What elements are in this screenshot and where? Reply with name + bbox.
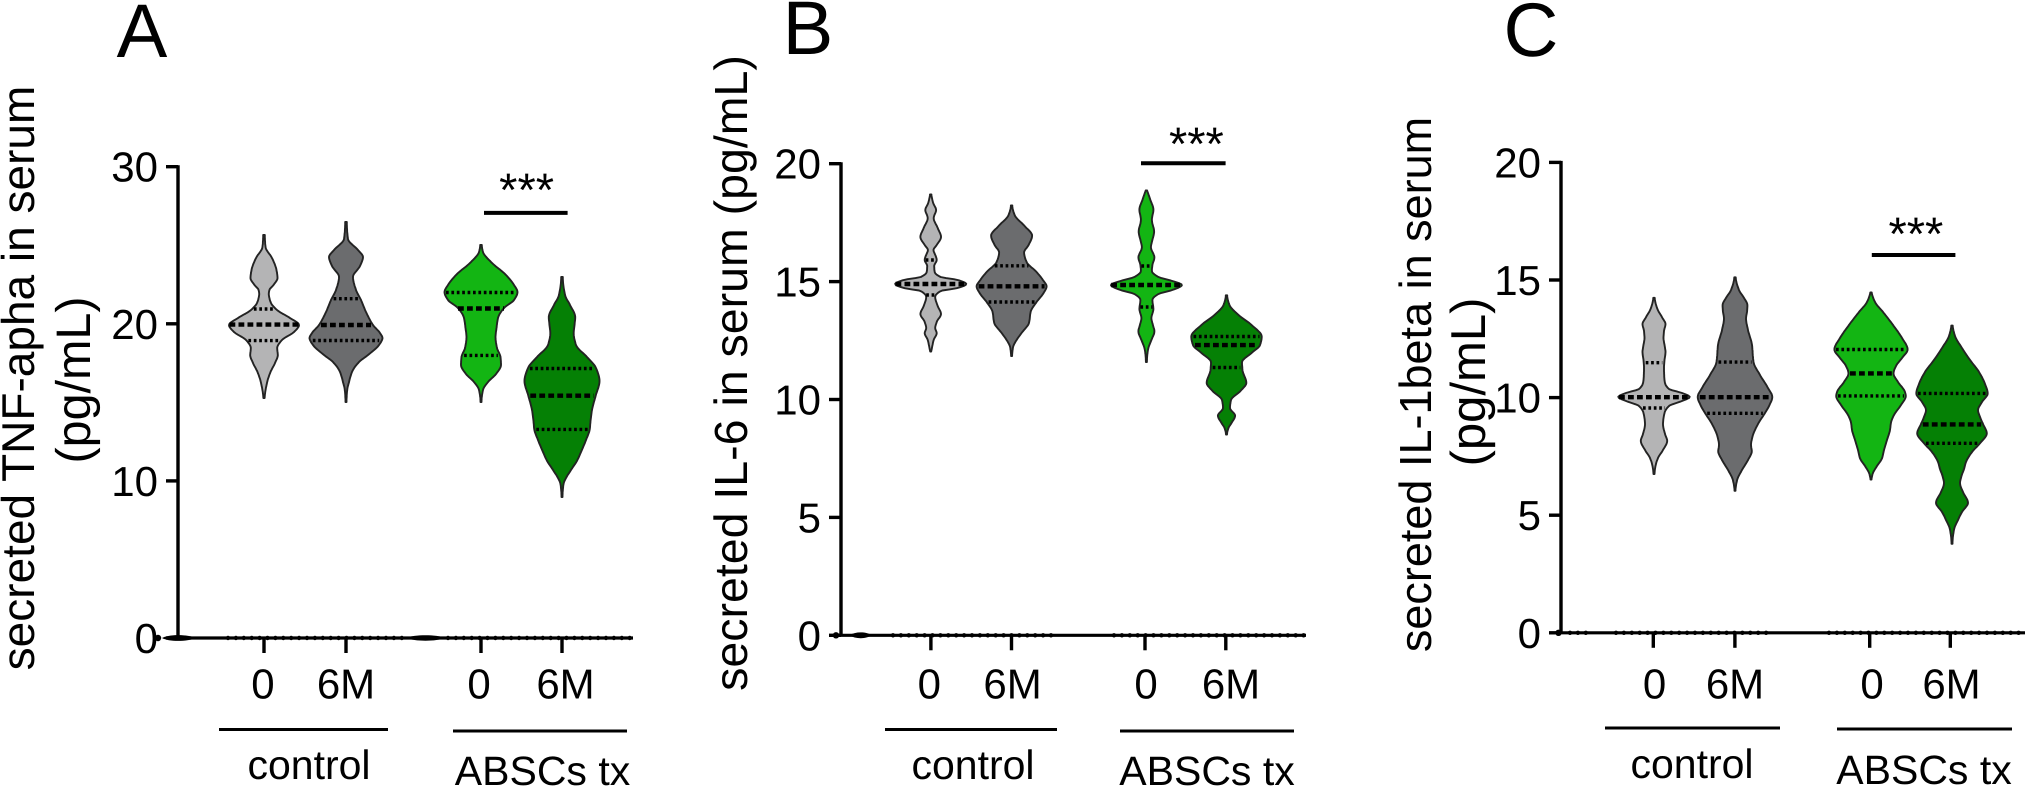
svg-text:(pg/mL): (pg/mL)	[47, 296, 101, 463]
svg-text:ABSCs tx: ABSCs tx	[1836, 747, 2012, 786]
svg-text:10: 10	[774, 377, 821, 424]
svg-text:15: 15	[1494, 257, 1541, 304]
svg-text:control: control	[1630, 741, 1753, 786]
svg-text:6M: 6M	[536, 661, 594, 708]
svg-text:0: 0	[918, 661, 941, 708]
svg-text:0: 0	[1518, 610, 1541, 657]
svg-text:6M: 6M	[1706, 661, 1764, 708]
svg-text:5: 5	[798, 494, 821, 541]
svg-text:***: ***	[499, 163, 554, 216]
svg-text:0: 0	[467, 661, 490, 708]
svg-text:ABSCs tx: ABSCs tx	[1119, 748, 1295, 786]
svg-text:0: 0	[798, 612, 821, 659]
svg-text:control: control	[911, 742, 1034, 786]
svg-text:A: A	[117, 0, 168, 74]
svg-text:15: 15	[774, 259, 821, 306]
svg-text:secreted IL-6 in serum (pg/mL): secreted IL-6 in serum (pg/mL)	[705, 55, 757, 691]
svg-text:0: 0	[135, 615, 158, 662]
svg-text:(pg/mL): (pg/mL)	[1442, 298, 1496, 467]
svg-text:secreted IL-1beta in serum: secreted IL-1beta in serum	[1390, 117, 1441, 652]
svg-text:ABSCs tx: ABSCs tx	[455, 748, 631, 786]
svg-text:6M: 6M	[1922, 661, 1980, 708]
svg-text:6M: 6M	[983, 661, 1041, 708]
svg-text:10: 10	[1494, 375, 1541, 422]
svg-text:C: C	[1504, 0, 1559, 73]
svg-text:6M: 6M	[1202, 661, 1260, 708]
svg-text:30: 30	[111, 144, 158, 191]
svg-text:6M: 6M	[317, 661, 375, 708]
svg-text:control: control	[247, 742, 370, 786]
svg-text:0: 0	[251, 661, 274, 708]
svg-text:***: ***	[1169, 117, 1224, 170]
svg-text:10: 10	[111, 458, 158, 505]
svg-text:secreted TNF-apha in serum: secreted TNF-apha in serum	[0, 86, 44, 671]
svg-text:B: B	[783, 0, 834, 71]
svg-text:20: 20	[111, 301, 158, 348]
svg-text:0: 0	[1643, 661, 1666, 708]
svg-text:20: 20	[1494, 139, 1541, 186]
svg-text:5: 5	[1518, 492, 1541, 539]
svg-text:***: ***	[1888, 207, 1943, 260]
svg-text:0: 0	[1860, 661, 1883, 708]
svg-text:20: 20	[774, 141, 821, 188]
svg-text:0: 0	[1134, 661, 1157, 708]
